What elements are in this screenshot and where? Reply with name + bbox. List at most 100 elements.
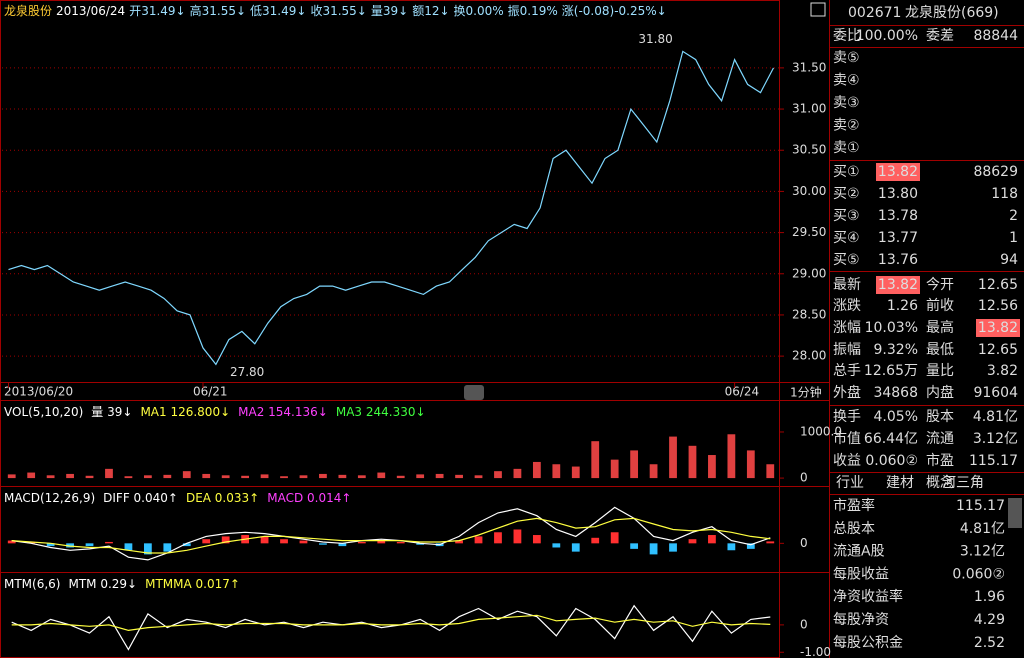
- y-tick-label: 31.00: [792, 102, 826, 116]
- panel-text: 118: [991, 186, 1018, 202]
- panel-text: 内盘: [926, 384, 954, 401]
- bar: [182, 471, 191, 479]
- bar: [708, 535, 716, 544]
- bar: [182, 543, 191, 547]
- panel-text: 每股净资: [833, 612, 889, 628]
- legend: VOL(5,10,20) 量 39↓ MA1 126.800↓ MA2 154.136…: [4, 405, 426, 419]
- panel-text: 0.060②: [952, 566, 1005, 582]
- highlight-box: [976, 319, 1020, 337]
- panel-scroll[interactable]: [1008, 498, 1022, 528]
- bar: [46, 475, 55, 479]
- bar: [377, 472, 386, 479]
- panel-text: 12.65万: [864, 363, 918, 379]
- panel-text: 1.96: [974, 589, 1005, 605]
- bar: [571, 466, 580, 479]
- bar: [299, 540, 308, 544]
- window-button[interactable]: [810, 2, 826, 17]
- y-tick-label: 29.00: [792, 266, 826, 280]
- bar: [766, 464, 775, 479]
- line: [8, 50, 775, 366]
- bar: [649, 464, 658, 479]
- panel-text: 买③: [833, 208, 860, 224]
- panel-tab[interactable]: 建材: [886, 475, 914, 491]
- bar: [474, 475, 483, 479]
- bar: [338, 474, 347, 479]
- panel-text: 外盘: [833, 384, 861, 401]
- bar: [455, 474, 463, 479]
- bar: [552, 543, 561, 548]
- panel-text: 13.82: [878, 164, 918, 180]
- stock-name: 龙泉股份(669): [905, 4, 999, 21]
- bar: [649, 543, 658, 555]
- bar: [66, 473, 74, 479]
- period-label: 1分钟: [790, 385, 822, 400]
- panel-text: 3.12亿: [960, 544, 1005, 560]
- panel-text: 市盈: [926, 452, 954, 469]
- legend: MTM(6,6) MTM 0.29↓ MTMMA 0.017↑: [4, 577, 240, 591]
- panel-text: 4.81亿: [960, 521, 1005, 537]
- bar: [7, 540, 16, 544]
- bar: [319, 543, 327, 545]
- panel-text: 市值: [833, 430, 861, 447]
- bar: [221, 475, 230, 479]
- bar: [630, 543, 639, 549]
- bar: [221, 536, 230, 544]
- bar: [591, 441, 600, 479]
- bar: [299, 475, 308, 479]
- bar: [669, 436, 677, 479]
- panel-tab[interactable]: 河三角: [942, 475, 984, 491]
- bar: [338, 543, 347, 547]
- bar: [85, 475, 94, 479]
- panel-text: 2.52: [974, 635, 1005, 651]
- bar: [241, 475, 250, 479]
- panel-tab[interactable]: 行业: [836, 475, 864, 491]
- bar: [27, 541, 36, 544]
- bar: [591, 537, 600, 544]
- panel-text: 最低: [926, 342, 954, 358]
- y-tick-label: 31.50: [792, 60, 826, 74]
- panel-text: 收益: [833, 453, 861, 469]
- legend-item: DEA 0.033↑: [186, 491, 259, 505]
- legend-item: MA2 154.136↓: [238, 405, 328, 419]
- panel-text: 115.17: [969, 453, 1018, 469]
- y-tick-label: 28.00: [792, 349, 826, 363]
- bar: [610, 532, 619, 544]
- bar: [46, 543, 55, 547]
- panel-text: 流通: [926, 431, 954, 447]
- bar: [416, 474, 425, 479]
- y-tick-label: 29.50: [792, 225, 826, 239]
- panel-text: 净资收益率: [833, 588, 903, 605]
- bar: [416, 543, 425, 545]
- bar: [513, 529, 522, 544]
- panel-text: 涨幅: [833, 320, 861, 336]
- bar: [124, 543, 133, 551]
- panel-text: 10.03%: [865, 320, 918, 336]
- bar: [532, 461, 541, 479]
- y-tick-label: 30.00: [792, 184, 826, 198]
- header-item: 低31.49↓: [250, 4, 306, 18]
- bar: [494, 471, 502, 479]
- panel-text: 买⑤: [833, 252, 860, 268]
- y-tick-label: 0: [800, 471, 808, 485]
- panel-tab[interactable]: 概念: [926, 474, 954, 491]
- scroll-thumb[interactable]: [464, 385, 484, 400]
- panel-text: 卖⑤: [833, 50, 860, 66]
- highlight-box: [876, 276, 920, 294]
- panel-text: 94: [1000, 252, 1018, 268]
- panel-text: 12.65: [978, 342, 1018, 358]
- legend-item: MTMMA 0.017↑: [145, 577, 240, 591]
- header-item: 开31.49↓: [129, 4, 185, 18]
- panel-text: 9.32%: [874, 342, 918, 358]
- bar: [7, 474, 16, 479]
- panel-text: 卖②: [833, 118, 860, 134]
- bar: [494, 532, 502, 544]
- panel-text: 买①: [833, 164, 860, 180]
- panel-text: 1.26: [887, 298, 918, 314]
- bar: [357, 475, 366, 479]
- bar: [708, 455, 716, 479]
- bar: [396, 475, 405, 479]
- y-tick-label: 0: [800, 617, 808, 631]
- bar: [105, 468, 113, 479]
- bar: [727, 543, 736, 551]
- line: [11, 506, 771, 561]
